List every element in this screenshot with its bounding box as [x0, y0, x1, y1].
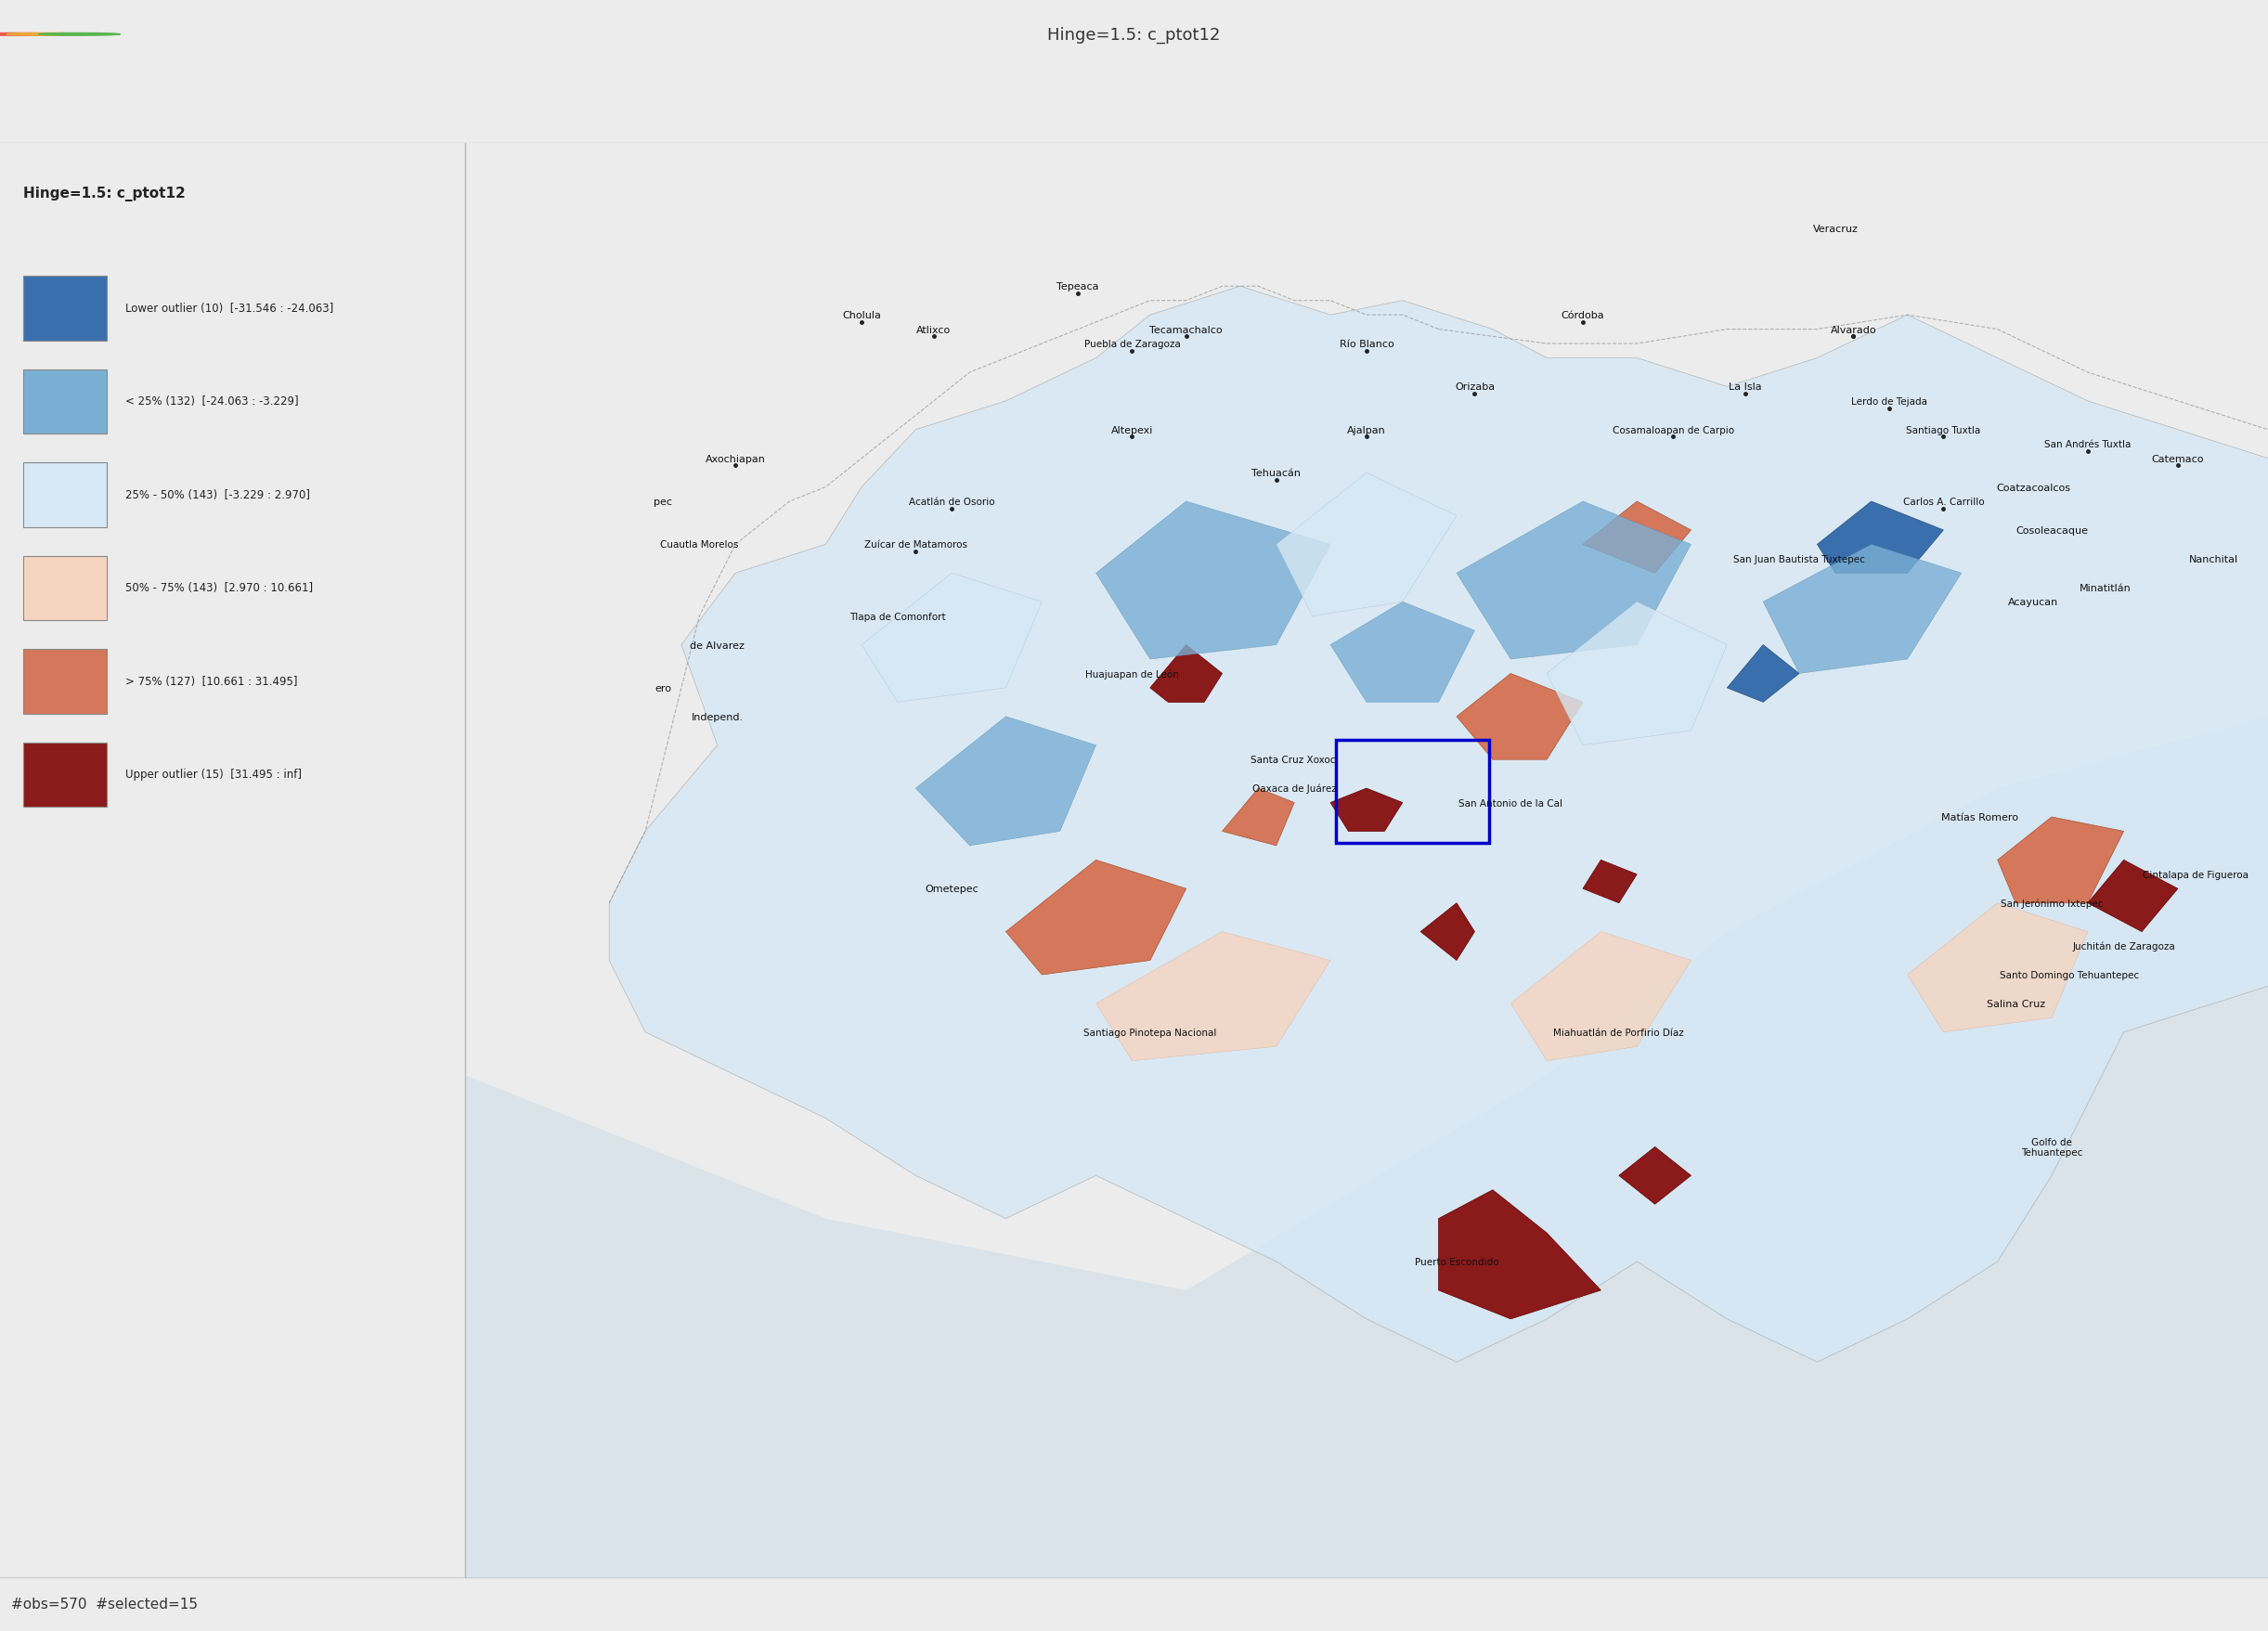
Text: Río Blanco: Río Blanco — [1338, 339, 1395, 349]
Polygon shape — [1420, 904, 1474, 961]
Text: Santiago Pinotepa Nacional: Santiago Pinotepa Nacional — [1084, 1028, 1216, 1037]
Polygon shape — [1095, 931, 1331, 1062]
Text: San Juan Bautista Tuxtepec: San Juan Bautista Tuxtepec — [1733, 555, 1864, 564]
Bar — [1336, 740, 1490, 843]
Text: Puerto Escondido: Puerto Escondido — [1415, 1258, 1499, 1266]
Text: > 75% (127)  [10.661 : 31.495]: > 75% (127) [10.661 : 31.495] — [125, 675, 297, 687]
Circle shape — [39, 34, 120, 36]
Polygon shape — [1222, 789, 1295, 846]
Polygon shape — [1619, 1147, 1692, 1204]
Text: Córdoba: Córdoba — [1560, 312, 1603, 320]
Text: Cosoleacaque: Cosoleacaque — [2016, 525, 2089, 535]
FancyBboxPatch shape — [23, 277, 107, 341]
Text: Hinge=1.5: c_ptot12: Hinge=1.5: c_ptot12 — [1048, 26, 1220, 44]
Text: Altepexi: Altepexi — [1111, 426, 1152, 435]
Circle shape — [0, 34, 57, 36]
Polygon shape — [1728, 646, 1799, 703]
Text: Lerdo de Tejada: Lerdo de Tejada — [1851, 396, 1928, 406]
Text: #obs=570  #selected=15: #obs=570 #selected=15 — [11, 1597, 197, 1611]
Polygon shape — [1583, 502, 1692, 574]
Text: < 25% (132)  [-24.063 : -3.229]: < 25% (132) [-24.063 : -3.229] — [125, 396, 299, 408]
Polygon shape — [1456, 502, 1692, 659]
Text: Tepeaca: Tepeaca — [1057, 282, 1100, 292]
Polygon shape — [465, 718, 2268, 1577]
Polygon shape — [1456, 674, 1583, 760]
Polygon shape — [1907, 904, 2087, 1032]
Text: Axochiapan: Axochiapan — [705, 455, 767, 463]
Text: 50% - 75% (143)  [2.970 : 10.661]: 50% - 75% (143) [2.970 : 10.661] — [125, 582, 313, 594]
Text: Lower outlier (10)  [-31.546 : -24.063]: Lower outlier (10) [-31.546 : -24.063] — [125, 302, 333, 315]
Text: pec: pec — [653, 497, 674, 507]
Text: Upper outlier (15)  [31.495 : inf]: Upper outlier (15) [31.495 : inf] — [125, 768, 302, 780]
Polygon shape — [1095, 502, 1331, 659]
Text: Santiago Tuxtla: Santiago Tuxtla — [1905, 426, 1980, 435]
Text: Tecamachalco: Tecamachalco — [1150, 325, 1222, 334]
Polygon shape — [1998, 817, 2123, 904]
Polygon shape — [1150, 646, 1222, 703]
Polygon shape — [1331, 789, 1402, 832]
Text: Cosamaloapan de Carpio: Cosamaloapan de Carpio — [1613, 426, 1733, 435]
Text: Coatzacoalcos: Coatzacoalcos — [1996, 483, 2071, 493]
FancyBboxPatch shape — [23, 742, 107, 807]
Polygon shape — [1005, 861, 1186, 975]
Text: Huajuapan de León: Huajuapan de León — [1086, 669, 1179, 678]
FancyBboxPatch shape — [23, 463, 107, 528]
Text: Orizaba: Orizaba — [1454, 383, 1495, 391]
Text: Cintalapa de Figueroa: Cintalapa de Figueroa — [2143, 869, 2250, 879]
Text: Ometepec: Ometepec — [925, 884, 978, 894]
Text: Alvarado: Alvarado — [1830, 325, 1876, 334]
Text: Matías Romero: Matías Romero — [1941, 812, 2019, 822]
Text: Oaxaca de Juárez: Oaxaca de Juárez — [1252, 785, 1336, 794]
Text: Zuícar de Matamoros: Zuícar de Matamoros — [864, 540, 966, 550]
Polygon shape — [1510, 931, 1692, 1062]
Polygon shape — [1817, 502, 1944, 574]
Text: 25% - 50% (143)  [-3.229 : 2.970]: 25% - 50% (143) [-3.229 : 2.970] — [125, 489, 311, 501]
Polygon shape — [1583, 861, 1637, 904]
Text: Minatitlán: Minatitlán — [2080, 584, 2132, 592]
Text: Santa Cruz Xoxoc.: Santa Cruz Xoxoc. — [1250, 755, 1338, 765]
Text: San Andrés Tuxtla: San Andrés Tuxtla — [2043, 440, 2132, 449]
Text: Acatlán de Osorio: Acatlán de Osorio — [909, 497, 996, 507]
Polygon shape — [1547, 602, 1728, 745]
Circle shape — [7, 34, 88, 36]
Polygon shape — [610, 287, 2268, 1362]
Text: Ajalpan: Ajalpan — [1347, 426, 1386, 435]
FancyBboxPatch shape — [23, 370, 107, 434]
Text: ero: ero — [655, 683, 671, 693]
Text: La Isla: La Isla — [1728, 383, 1762, 391]
Text: Independ.: Independ. — [692, 713, 744, 721]
Polygon shape — [1277, 473, 1456, 617]
Polygon shape — [1331, 602, 1474, 703]
Text: Veracruz: Veracruz — [1812, 225, 1857, 235]
FancyBboxPatch shape — [23, 649, 107, 714]
Text: de Alvarez: de Alvarez — [689, 641, 744, 649]
Text: Cholula: Cholula — [841, 312, 880, 320]
Text: Catemaco: Catemaco — [2152, 455, 2204, 463]
Text: Juchitán de Zaragoza: Juchitán de Zaragoza — [2073, 941, 2175, 951]
Text: San Antonio de la Cal: San Antonio de la Cal — [1458, 798, 1563, 807]
Text: Tehuacán: Tehuacán — [1252, 468, 1302, 478]
Text: Salina Cruz: Salina Cruz — [1987, 1000, 2046, 1008]
Text: Miahuatlán de Porfirio Díaz: Miahuatlán de Porfirio Díaz — [1554, 1028, 1685, 1037]
Text: Acayucan: Acayucan — [2009, 597, 2059, 607]
Text: Santo Domingo Tehuantepec: Santo Domingo Tehuantepec — [2000, 970, 2139, 980]
Polygon shape — [916, 718, 1095, 846]
Text: Hinge=1.5: c_ptot12: Hinge=1.5: c_ptot12 — [23, 186, 186, 201]
Text: Cuautla Morelos: Cuautla Morelos — [660, 540, 739, 550]
Text: Atlixco: Atlixco — [916, 325, 950, 334]
Text: Carlos A. Carrillo: Carlos A. Carrillo — [1903, 497, 1984, 507]
Polygon shape — [862, 574, 1041, 703]
Polygon shape — [1438, 1191, 1601, 1319]
FancyBboxPatch shape — [23, 556, 107, 621]
Text: San Jerónimo Ixtepec: San Jerónimo Ixtepec — [2000, 899, 2102, 908]
Text: Golfo de
Tehuantepec: Golfo de Tehuantepec — [2021, 1137, 2082, 1156]
Polygon shape — [1762, 545, 1962, 674]
Text: Nanchital: Nanchital — [2189, 555, 2239, 564]
Polygon shape — [2087, 861, 2177, 931]
Text: Tlapa de Comonfort: Tlapa de Comonfort — [850, 612, 946, 621]
Text: Puebla de Zaragoza: Puebla de Zaragoza — [1084, 339, 1179, 349]
